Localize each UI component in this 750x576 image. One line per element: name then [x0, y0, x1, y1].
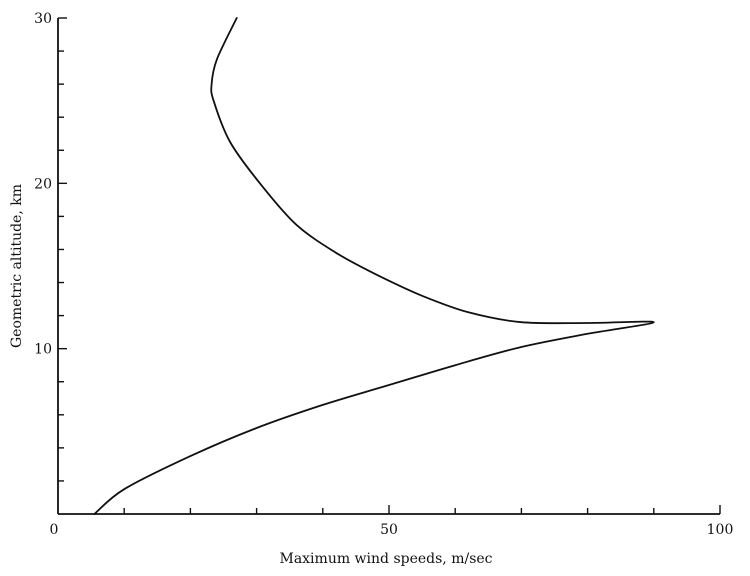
x-tick-label: 0: [50, 522, 59, 538]
x-tick-label: 50: [380, 522, 398, 538]
y-tick-label: 10: [34, 342, 52, 358]
y-tick-label: 20: [34, 176, 52, 192]
y-tick-label: 30: [34, 11, 52, 27]
x-axis-title: Maximum wind speeds, m/sec: [279, 551, 492, 567]
y-axis-title: Geometric altitude, km: [9, 184, 25, 348]
x-tick-label: 100: [707, 522, 734, 538]
axes: [57, 18, 720, 515]
ticks: [58, 17, 721, 514]
tick-labels: 10 20 30 0 50 100: [34, 11, 733, 538]
series-line: [93, 17, 655, 515]
